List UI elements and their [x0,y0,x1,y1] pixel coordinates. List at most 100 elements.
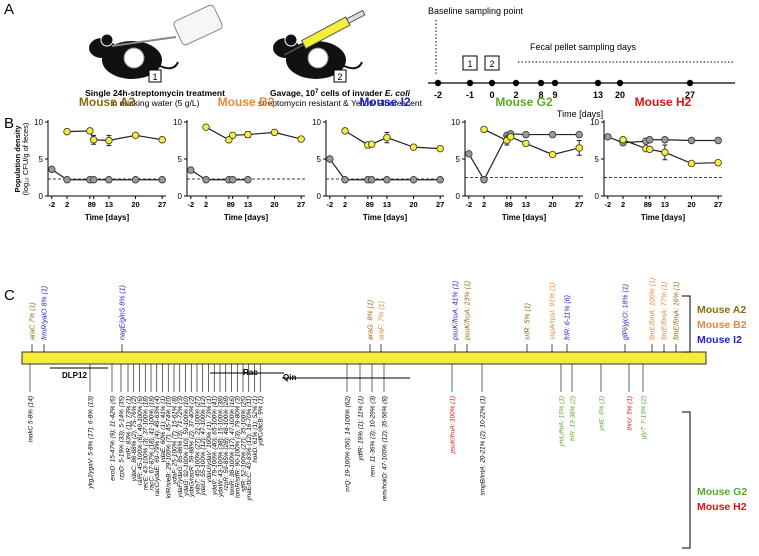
timeline-day: 20 [615,90,625,100]
y-tick-label: 5 [595,155,600,164]
y-tick-label: 0 [39,192,44,201]
x-tick-label: 8 [88,200,92,209]
y-tick-label: 10 [451,118,460,127]
gene-label: fimE/fimA: 100% (1) [650,278,657,340]
gene-label: sspA/rpsI: 91% (1) [550,282,557,340]
x-tick-label: 8 [366,200,370,209]
text-part: Gavage, 10 [270,88,315,98]
x-tick-label: 13 [105,200,113,209]
data-point [48,165,56,174]
gene-label: yidE: 6% (1) [598,396,605,432]
y-tick-label: 0 [317,192,322,201]
data-point [645,145,654,154]
data-point [480,176,488,184]
gene-label: ydfC/dicB: 9% (1) [258,396,265,447]
chart-title: Mouse I2 [359,95,411,109]
region-label: DLP12 [62,371,87,380]
timeline-dot [594,79,602,87]
panel-label: C [4,287,15,304]
data-point [575,144,583,152]
data-point [244,176,252,184]
x-tick-label: 27 [158,200,166,209]
y-tick-label: 0 [456,192,461,201]
gene-label: recE: 43-100% (3); 37-100% (18) [143,396,150,490]
gene-label: ynaE/ttcC: 43-83% (12); 16-70% (11) [246,396,253,502]
y-axis-label: (log₁₀ CFU/g of feces) [21,122,30,195]
legend-label: Mouse H2 [697,501,747,513]
x-tick-label: 20 [270,200,278,209]
gene-label: racC/ydaE: 69-79% (4); 49-63% (4) [154,396,161,496]
x-tick-label: 27 [297,200,305,209]
data-point [297,135,305,143]
gene-label: exoD: 15-47% (9); 11-42% (6) [109,396,116,481]
gene-label: rzpR: 59-85% (28); 48-100% (28) [223,396,230,490]
timeline-xlabel: Time [days] [557,109,603,119]
series-line [622,139,719,165]
data-point [661,136,669,144]
gene-label: ydaG: 92-100% (10); 59-100% (10) [183,396,190,497]
gene-label: ydaC: 86-88% (2); 75-76% (2) [131,396,138,482]
gene-label: frmR/yaiO 8% (1) [42,286,49,340]
x-tick-label: 8 [505,200,509,209]
data-point [687,136,696,145]
data-point [548,150,557,159]
x-tick-label: 13 [383,200,391,209]
data-point [548,130,557,139]
data-point [383,133,391,142]
gene-label: fimE/fimA: 16% (1) [674,282,681,340]
gene-label: nagE/glnS 8% (1) [120,285,127,340]
x-tick-label: 9 [92,200,96,209]
timeline-dot [686,79,694,87]
data-point [465,150,473,158]
x-axis-label: Time [days] [363,213,408,222]
y-tick-label: 10 [34,118,43,127]
gene-label: hokD: 61% (1); 52% (1) [252,396,259,463]
x-tick-label: 9 [370,200,374,209]
region-label: Rac [243,368,258,377]
data-point [522,139,530,148]
data-point [522,130,530,139]
step-number: 1 [467,59,472,69]
x-tick-label: 20 [409,200,417,209]
timeline-dot [434,79,442,87]
data-point [270,128,279,137]
data-point [158,136,166,144]
chart-title: Mouse H2 [635,95,692,109]
gene-label: smpB/intA: 20-21% (2); 10-22% (1) [479,396,486,495]
data-point [131,131,140,140]
gene-label: yhiL/fhiA: 15% (1) [558,396,565,447]
step-subtitle: streptomycin resistant & Yellow Fluoresc… [258,98,423,108]
x-tick-label: 13 [661,200,669,209]
gene-label: glyT: 7-13% (2) [640,396,647,439]
data-point [714,158,722,167]
data-point [645,136,654,144]
x-axis-label: Time [days] [85,213,130,222]
data-point [661,148,669,157]
x-tick-label: -2 [604,200,611,209]
gene-label: ydaG/racR: 59-88% (2); 37-40% (2) [189,396,196,498]
gene-label: srlR: 5% (1) [525,303,532,340]
timeline-day: 8 [538,90,543,100]
legend-label: Mouse B2 [697,319,747,331]
gene-label: ydaU/ydaV: 100% (1); 73% (1) [206,396,213,484]
series-line [67,130,163,142]
step-subtitle: in drinking water (5 g/L) [111,98,200,108]
chart-title: Mouse A2 [79,95,136,109]
superscript: 7 [315,89,319,95]
y-tick-label: 5 [317,155,322,164]
gene-label: rem: 11-36% (3); 10-29% (3) [369,396,376,477]
data-point [202,176,210,184]
gene-label: intR: 83% (1); 73% (1) [125,396,132,459]
gene-label: glPi/yjcO: 18% (1) [623,284,630,340]
gene-label: araC 7% (1) [30,302,37,340]
y-tick-label: 0 [595,192,600,201]
data-point [244,130,252,139]
x-tick-label: 27 [575,200,583,209]
timeline-day: 2 [513,90,518,100]
data-point [506,133,515,141]
bracket [682,411,691,549]
baseline-label: Baseline sampling point [428,6,524,16]
data-point [326,155,334,163]
syringe-icon [283,9,366,56]
timeline-day: -1 [466,90,474,100]
